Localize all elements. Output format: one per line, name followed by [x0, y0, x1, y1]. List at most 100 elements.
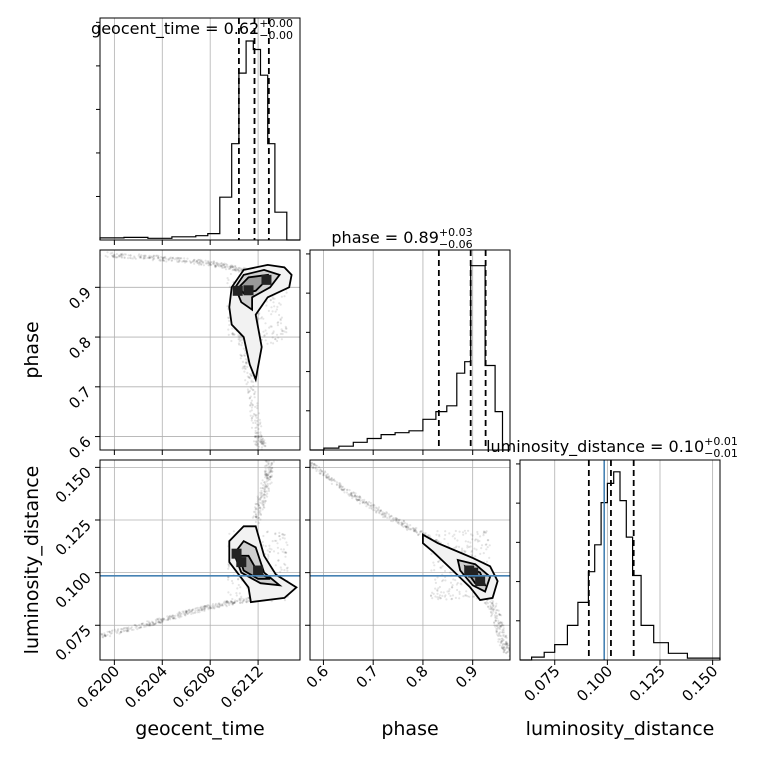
- sample-point: [348, 493, 351, 496]
- sample-point: [491, 607, 494, 610]
- sample-point: [103, 634, 106, 637]
- panel-frame: [309, 459, 511, 661]
- sample-point: [152, 623, 155, 627]
- sample-point: [221, 264, 224, 268]
- sample-point: [499, 634, 502, 638]
- sample-point: [258, 312, 261, 315]
- sample-point: [420, 530, 423, 533]
- sample-point: [271, 470, 274, 473]
- scatter-panel-phase-luminosity_distance: 0.6 0.7 0.8 0.9: [303, 459, 511, 692]
- sample-point: [227, 565, 230, 568]
- sample-point: [113, 253, 116, 257]
- sample-point: [250, 406, 253, 409]
- sample-point: [267, 466, 270, 470]
- title-text: phase = 0.89: [331, 228, 438, 247]
- sample-point: [154, 254, 158, 257]
- sample-point: [501, 631, 504, 634]
- sample-point: [134, 626, 137, 629]
- sample-point: [115, 256, 118, 259]
- sample-point: [494, 619, 498, 623]
- sample-point: [257, 427, 260, 431]
- sample-point: [357, 496, 360, 499]
- sample-point: [259, 512, 262, 516]
- sample-point: [391, 517, 394, 521]
- x-tick-label: 0.100: [573, 662, 616, 705]
- sample-point: [227, 317, 231, 320]
- sample-point: [322, 473, 325, 477]
- sample-point: [148, 254, 151, 257]
- sample-point: [260, 442, 263, 445]
- sample-point: [259, 421, 262, 424]
- sample-point: [103, 633, 106, 636]
- sample-point: [185, 260, 188, 263]
- sample-point: [257, 504, 260, 507]
- title-plus-error: +0.00: [259, 17, 293, 30]
- sample-point: [260, 438, 263, 441]
- panel-frame: [99, 249, 301, 451]
- x-axis-label-luminosity_distance: luminosity_distance: [526, 718, 715, 740]
- sample-point: [250, 419, 253, 422]
- sample-point: [169, 257, 172, 260]
- sample-point: [242, 347, 245, 350]
- sample-point: [158, 259, 161, 262]
- sample-point: [419, 530, 423, 534]
- x-tick-label: 0.075: [520, 662, 563, 705]
- sample-point: [365, 501, 368, 504]
- sample-point: [502, 631, 506, 634]
- sample-point: [135, 624, 138, 627]
- sample-point: [226, 600, 229, 603]
- sample-point: [271, 332, 274, 335]
- sample-point: [247, 391, 250, 394]
- sample-point: [133, 256, 136, 259]
- sample-point: [129, 254, 132, 257]
- sample-point: [382, 514, 386, 517]
- sample-point: [214, 602, 217, 605]
- sample-point: [158, 621, 161, 624]
- sample-point: [444, 530, 447, 533]
- sample-point: [267, 555, 270, 558]
- sample-point: [188, 610, 191, 614]
- sample-point: [199, 260, 202, 263]
- density-peak: [236, 557, 247, 568]
- sample-point: [353, 494, 357, 497]
- sample-point: [211, 607, 214, 610]
- sample-point: [224, 268, 228, 271]
- sample-point: [462, 533, 465, 536]
- y-axis-label-phase: phase: [21, 321, 43, 378]
- sample-point: [254, 435, 257, 438]
- sample-point: [310, 464, 313, 468]
- sample-point: [438, 533, 441, 537]
- sample-point: [249, 374, 252, 377]
- sample-point: [120, 256, 123, 259]
- sample-point: [124, 629, 128, 632]
- sample-point: [411, 527, 414, 530]
- sample-point: [398, 518, 401, 521]
- sample-point: [272, 301, 275, 304]
- sample-point: [257, 436, 260, 439]
- sample-point: [257, 511, 260, 514]
- sample-point: [206, 260, 209, 263]
- sample-point: [492, 610, 495, 613]
- sample-point: [350, 494, 353, 497]
- sample-point: [237, 267, 240, 270]
- sample-point: [482, 530, 486, 533]
- sample-point: [361, 499, 364, 502]
- sample-point: [396, 521, 399, 524]
- sample-point: [191, 609, 194, 612]
- sample-point: [273, 297, 276, 300]
- sample-point: [217, 264, 220, 267]
- sample-point: [264, 545, 267, 548]
- sample-point: [434, 595, 437, 598]
- sample-point: [123, 256, 126, 259]
- sample-point: [235, 268, 238, 271]
- sample-point: [184, 611, 187, 614]
- sample-point: [216, 605, 219, 609]
- sample-point: [458, 597, 461, 600]
- sample-point: [123, 253, 126, 256]
- sample-point: [172, 617, 175, 620]
- sample-point: [168, 617, 171, 620]
- sample-point: [434, 581, 437, 585]
- sample-point: [467, 540, 470, 543]
- sample-point: [265, 477, 269, 480]
- sample-point: [268, 550, 271, 553]
